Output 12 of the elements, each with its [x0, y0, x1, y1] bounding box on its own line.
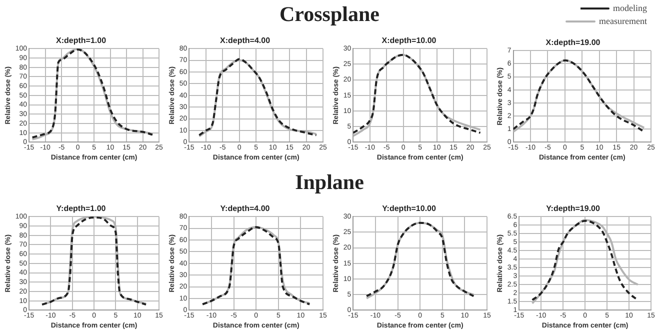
chart-title: X:depth=4.00: [220, 36, 271, 46]
chart-title: X:depth=10.00: [382, 36, 437, 46]
chart-title: Y:depth=19.00: [546, 204, 600, 214]
chart-title: X:depth=1.00: [56, 36, 107, 46]
chart-title: Y:depth=10.00: [382, 204, 436, 214]
chart-title: Y:depth=4.00: [220, 204, 270, 214]
legend-label: measurement: [599, 16, 648, 26]
chart-title: X:depth=19.00: [546, 38, 601, 48]
text: Crossplane: [280, 2, 380, 26]
text: Inplane: [295, 170, 364, 194]
chart-title: Y:depth=1.00: [56, 204, 106, 214]
legend-label: modeling: [613, 2, 648, 13]
